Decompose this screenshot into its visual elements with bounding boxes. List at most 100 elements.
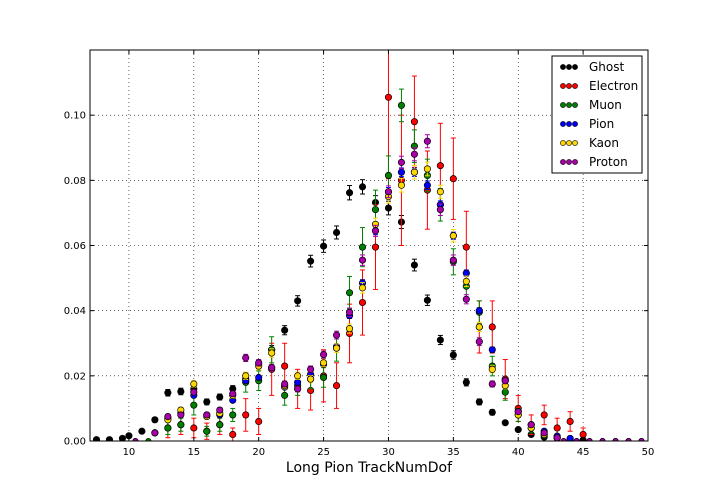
legend-marker <box>560 121 566 127</box>
data-point <box>371 206 380 214</box>
data-point <box>475 307 483 315</box>
data-point <box>358 298 367 307</box>
x-tick-label: 15 <box>187 447 200 458</box>
legend-label: Pion <box>589 117 614 131</box>
legend-box <box>551 55 643 174</box>
data-point <box>488 365 496 373</box>
data-point <box>423 137 431 145</box>
legend-label: Ghost <box>589 60 624 74</box>
data-point <box>151 416 159 424</box>
data-point <box>540 429 548 437</box>
data-point <box>268 364 276 372</box>
data-point <box>281 380 289 388</box>
data-point <box>397 181 405 189</box>
data-point <box>397 101 405 109</box>
data-point <box>281 391 289 399</box>
data-point <box>462 378 470 386</box>
data-point <box>177 421 185 429</box>
data-point <box>436 206 444 214</box>
data-point <box>527 421 535 429</box>
data-point <box>255 417 263 426</box>
data-point <box>423 296 431 304</box>
data-point <box>488 323 496 331</box>
data-point <box>449 256 457 264</box>
data-point <box>268 349 276 357</box>
data-point <box>384 171 393 179</box>
data-point <box>514 426 522 434</box>
data-point <box>488 380 496 388</box>
data-point <box>294 378 302 386</box>
data-point <box>203 427 211 435</box>
data-point <box>151 429 159 437</box>
data-point <box>190 388 198 396</box>
data-point <box>229 411 237 419</box>
data-point <box>242 411 250 419</box>
data-point <box>190 424 198 432</box>
data-point <box>384 93 393 101</box>
data-point <box>488 346 496 354</box>
data-point <box>553 424 561 432</box>
ticks: 10 15 20 25 30 35 40 45 50 0.00 0.02 0.04 0.06 0.08 0.… <box>64 50 655 458</box>
data-point <box>553 434 561 441</box>
data-point <box>475 398 483 406</box>
data-point <box>229 390 237 398</box>
data-point <box>345 289 354 297</box>
legend-label: Electron <box>589 79 638 93</box>
data-point <box>190 401 198 409</box>
data-point <box>397 158 405 166</box>
legend-marker <box>572 64 578 70</box>
data-point <box>397 168 405 176</box>
x-tick-label: 40 <box>512 447 525 458</box>
data-point <box>281 362 289 370</box>
legend-marker <box>572 121 578 127</box>
data-point <box>358 243 367 251</box>
data-point <box>177 387 185 396</box>
y-tick-label: 0.10 <box>64 111 86 122</box>
data-point <box>216 393 224 401</box>
data-point <box>333 331 341 339</box>
data-point <box>255 359 263 367</box>
data-point <box>281 326 289 334</box>
x-tick-label: 20 <box>252 447 265 458</box>
legend-marker <box>566 64 572 70</box>
data-point <box>203 398 211 406</box>
data-point <box>307 365 315 373</box>
legend-marker <box>560 102 566 108</box>
x-tick-label: 45 <box>577 447 590 458</box>
series-proton <box>151 134 561 441</box>
data-point <box>540 411 548 419</box>
legend-marker <box>566 83 572 89</box>
legend-marker <box>566 121 572 127</box>
data-point <box>423 165 431 173</box>
data-point <box>345 325 354 333</box>
data-point <box>333 228 341 237</box>
data-point <box>242 372 250 380</box>
legend-marker <box>572 102 578 108</box>
data-point <box>488 408 496 416</box>
data-point <box>423 181 431 189</box>
data-point <box>501 419 509 427</box>
data-point <box>203 411 211 419</box>
legend-label: Proton <box>589 155 628 169</box>
x-tick-label: 50 <box>642 447 655 458</box>
legend-marker <box>560 83 566 89</box>
data-point <box>449 175 457 183</box>
data-point <box>138 427 146 435</box>
data-point <box>358 256 367 264</box>
x-axis-label: Long Pion TrackNumDof <box>286 460 453 476</box>
data-point <box>579 430 587 439</box>
data-point <box>294 385 302 393</box>
data-point <box>462 269 470 277</box>
legend-marker <box>560 159 566 165</box>
legend-marker <box>560 140 566 146</box>
data-point <box>333 382 341 390</box>
data-point <box>410 118 418 126</box>
legend-marker <box>572 83 578 89</box>
data-point <box>410 150 418 158</box>
data-point <box>320 373 328 382</box>
data-point <box>242 354 250 362</box>
x-tick-label: 30 <box>382 447 395 458</box>
data-point <box>333 344 341 352</box>
data-point <box>164 389 172 397</box>
data-point <box>462 243 470 251</box>
